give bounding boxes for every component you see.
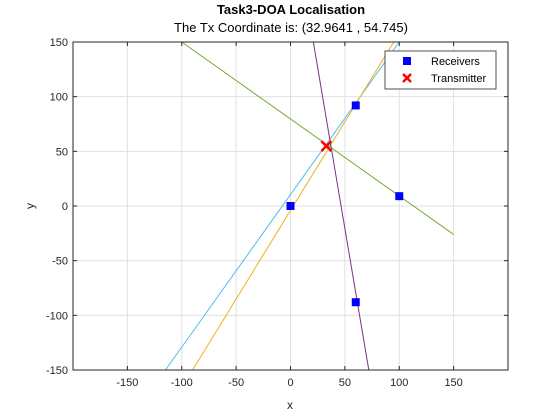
y-tick-label: 0 — [62, 201, 68, 213]
x-tick-label: 0 — [287, 377, 293, 389]
transmitter-point-stroke — [320, 140, 333, 153]
x-axis-label: x — [287, 398, 293, 412]
x-tick-label: 50 — [339, 377, 351, 389]
markers — [286, 101, 404, 307]
x-tick-label: -100 — [171, 377, 193, 389]
legend: Receivers Transmitter — [384, 50, 497, 90]
y-tick-label: 50 — [56, 146, 68, 158]
legend-transmitter-marker — [402, 73, 412, 83]
y-tick-label: 150 — [50, 37, 68, 49]
bearing-line — [181, 41, 454, 235]
legend-receivers-label: Receivers — [431, 56, 480, 68]
x-tick-label: -150 — [116, 377, 138, 389]
y-tick-label: -50 — [52, 256, 68, 268]
receiver-point — [351, 298, 360, 307]
legend-receivers-marker — [403, 57, 411, 65]
transmitter-point — [320, 140, 333, 153]
chart-subtitle: The Tx Coordinate is: (32.9641 , 54.745) — [174, 20, 408, 35]
x-tick-label: 150 — [444, 377, 462, 389]
y-tick-label: 100 — [50, 92, 68, 104]
y-axis-label: y — [23, 203, 37, 209]
x-tick-label: -50 — [228, 377, 244, 389]
bearing-line — [312, 41, 370, 371]
y-tick-label: -100 — [46, 310, 68, 322]
receiver-point — [395, 192, 404, 201]
x-tick-label: 100 — [390, 377, 408, 389]
y-tick-label: -150 — [46, 365, 68, 377]
receiver-point — [351, 101, 360, 110]
chart-title: Task3-DOA Localisation — [217, 2, 365, 17]
ticks: -150 -100 -50 0 50 100 150 -150 -100 -50 0 50 100 150 — [46, 37, 508, 389]
receiver-point — [286, 202, 295, 210]
legend-transmitter-label: Transmitter — [431, 73, 487, 85]
